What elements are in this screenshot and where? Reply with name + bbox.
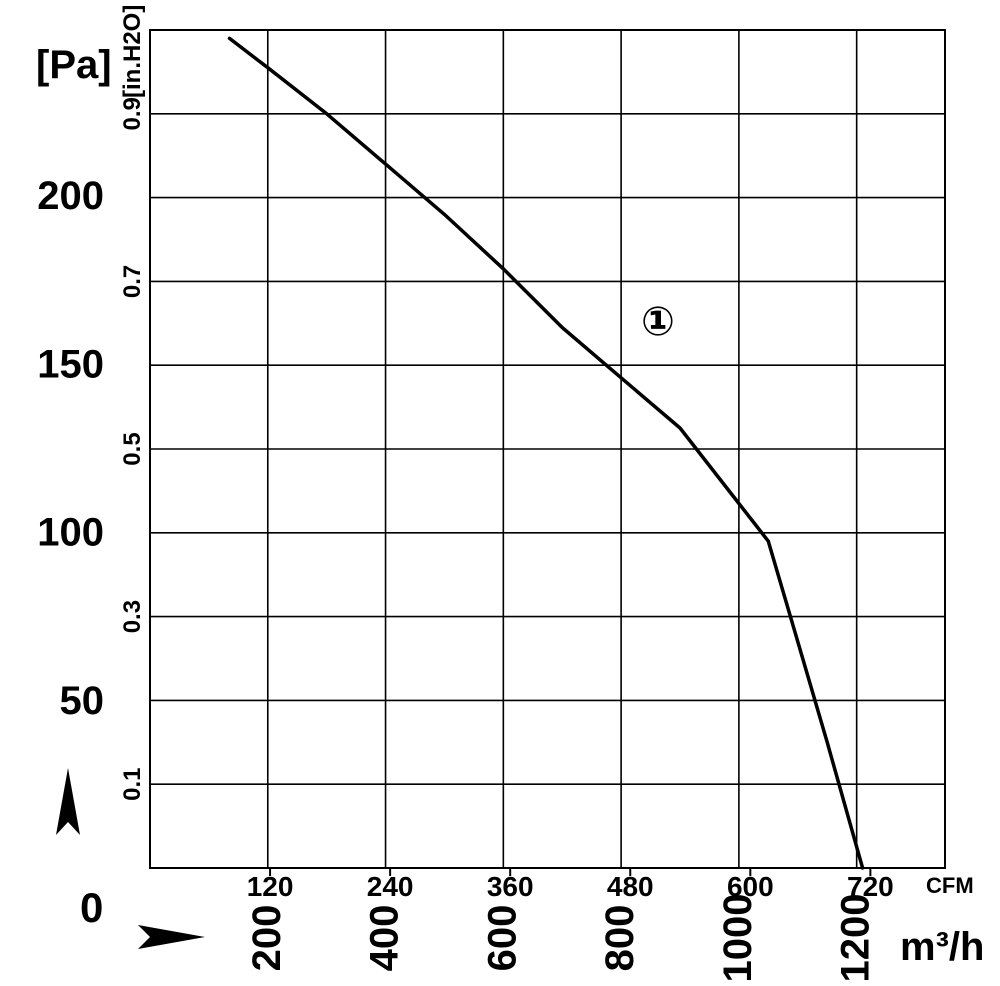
y-unit-pa: [Pa] xyxy=(36,43,112,87)
plot-frame xyxy=(149,29,946,869)
grid xyxy=(150,30,945,868)
axis-labels: 200 150 100 50 0.9 0.7 0.5 0.3 0.1 120 240 360 480 60… xyxy=(37,97,893,982)
x-tick-label-m3h: 1200 xyxy=(834,894,878,983)
x-tick-label-m3h: 200 xyxy=(245,905,289,972)
x-tick-label-cfm: 600 xyxy=(727,871,774,902)
x-tick-label-m3h: 400 xyxy=(363,905,407,972)
x-tick-label-m3h: 600 xyxy=(480,905,524,972)
x-tick-label-cfm: 360 xyxy=(487,871,534,902)
y-tick-label-inh2o: 0.3 xyxy=(119,600,146,633)
x-tick-label-cfm: 240 xyxy=(367,871,414,902)
x-tick-label-cfm: 480 xyxy=(607,871,654,902)
y-tick-label-pa: 100 xyxy=(37,511,104,555)
performance-curve-line xyxy=(227,36,865,870)
y-unit-inh2o: [in.H2O] xyxy=(119,5,146,98)
origin-label: 0 xyxy=(80,884,103,931)
x-unit-m3h: m³/h xyxy=(900,925,984,969)
y-tick-label-pa: 200 xyxy=(37,174,104,218)
y-tick-label-inh2o: 0.7 xyxy=(119,265,146,298)
x-tick-label-cfm: 720 xyxy=(847,871,894,902)
y-tick-label-inh2o: 0.9 xyxy=(119,97,146,130)
y-tick-label-inh2o: 0.1 xyxy=(119,768,146,801)
up-arrow-icon xyxy=(56,768,80,835)
x-unit-cfm: CFM xyxy=(926,873,974,898)
x-tick-label-m3h: 800 xyxy=(598,905,642,972)
y-tick-label-inh2o: 0.5 xyxy=(119,432,146,465)
y-tick-label-pa: 150 xyxy=(37,342,104,386)
curve-label: ① xyxy=(641,300,675,344)
x-tick-label-m3h: 1000 xyxy=(716,894,760,983)
right-arrow-icon xyxy=(138,925,205,949)
y-tick-label-pa: 50 xyxy=(60,679,105,723)
curve-layer xyxy=(227,36,865,870)
x-tick-label-cfm: 120 xyxy=(247,871,294,902)
